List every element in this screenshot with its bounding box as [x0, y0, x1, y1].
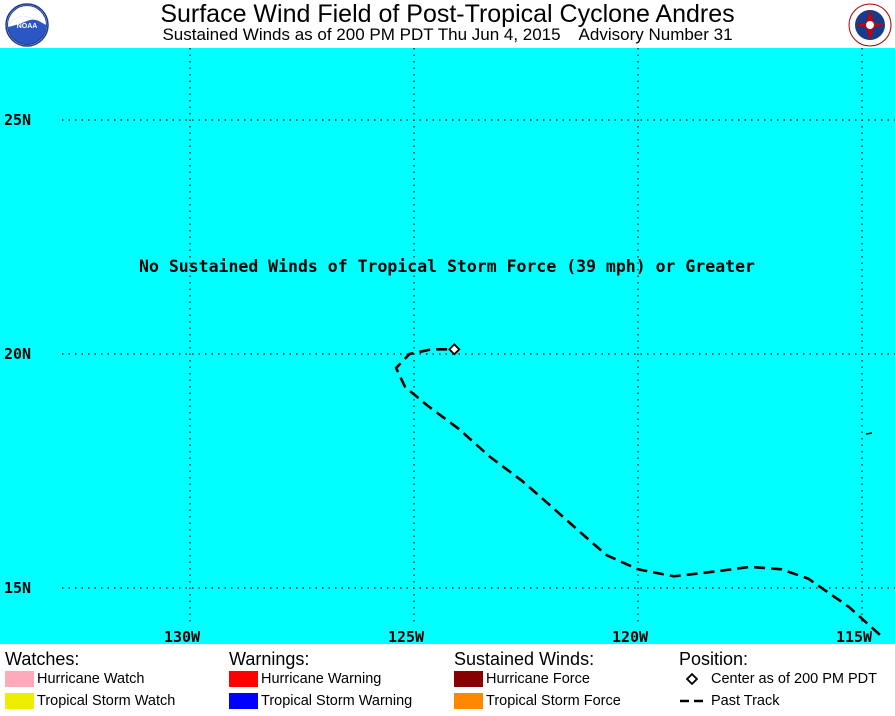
legend-position-heading: Position:: [679, 649, 749, 669]
nws-logo-icon: [848, 3, 892, 47]
legend-winds-heading: Sustained Winds:: [454, 649, 595, 669]
graticule: [62, 48, 895, 626]
map-title: Surface Wind Field of Post-Tropical Cycl…: [160, 0, 735, 28]
map-subtitle: Sustained Winds as of 200 PM PDT Thu Jun…: [162, 25, 733, 44]
map-header: NOAA Surface Wind Field of Post-Tropical…: [0, 0, 895, 48]
latitude-label: 20N: [4, 345, 31, 363]
dashed-line-icon: [680, 699, 708, 703]
past-track-line: [394, 348, 881, 636]
tropical-storm-force-swatch: [454, 693, 483, 709]
latitude-label: 25N: [4, 111, 31, 129]
legend: Watches: Hurricane Watch Tropical Storm …: [0, 644, 895, 716]
tropical-storm-warning-swatch: [229, 693, 258, 709]
svg-text:NOAA: NOAA: [17, 23, 38, 30]
cyclone-center-marker: [448, 343, 461, 356]
no-wind-message: No Sustained Winds of Tropical Storm For…: [139, 257, 755, 276]
longitude-label: 130W: [164, 628, 201, 644]
noaa-logo-icon: NOAA: [5, 3, 49, 47]
center-diamond-icon: [686, 673, 698, 685]
latitude-label: 15N: [4, 579, 31, 597]
tropical-storm-watch-swatch: [5, 693, 34, 709]
hurricane-watch-swatch: [5, 671, 34, 687]
island-mark: [865, 432, 873, 435]
legend-watches-heading: Watches:: [5, 649, 80, 669]
hurricane-force-swatch: [454, 671, 483, 687]
coordinate-labels: 25N 20N 15N 130W 125W 120W 115W: [4, 111, 873, 644]
longitude-label: 120W: [612, 628, 649, 644]
wind-field-map: 25N 20N 15N 130W 125W 120W 115W No Sustained W…: [0, 48, 895, 644]
legend-warnings-heading: Warnings:: [229, 649, 310, 669]
map-canvas: 25N 20N 15N 130W 125W 120W 115W No Sustained W…: [4, 48, 895, 644]
longitude-label: 115W: [836, 628, 873, 644]
hurricane-warning-swatch: [229, 671, 258, 687]
longitude-label: 125W: [388, 628, 425, 644]
